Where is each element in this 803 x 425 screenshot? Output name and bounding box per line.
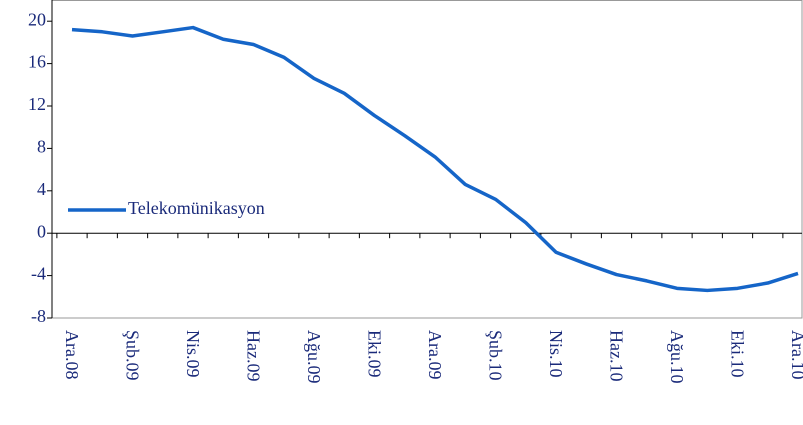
y-tick-label: -4 <box>31 264 46 284</box>
x-tick-label: Ara.10 <box>788 330 803 379</box>
x-tick-label: Ağu.09 <box>304 330 324 384</box>
x-tick-label: Ara.08 <box>62 330 82 379</box>
x-tick-label: Nis.10 <box>546 330 566 378</box>
legend-label: Telekomünikasyon <box>128 198 265 218</box>
y-tick-label: 4 <box>37 179 46 199</box>
x-tick-label: Nis.09 <box>183 330 203 378</box>
x-tick-label: Eki.09 <box>364 330 384 378</box>
x-tick-label: Şub.09 <box>122 330 142 381</box>
x-tick-label: Eki.10 <box>727 330 747 378</box>
x-tick-label: Haz.09 <box>243 330 263 381</box>
x-tick-label: Ara.09 <box>425 330 445 379</box>
x-tick-label: Şub.10 <box>485 330 505 381</box>
x-tick-label: Ağu.10 <box>667 330 687 384</box>
y-tick-label: -8 <box>31 306 46 326</box>
plot-frame <box>51 0 803 319</box>
y-tick-label: 16 <box>28 52 46 72</box>
x-tick-label: Haz.10 <box>606 330 626 381</box>
y-tick-label: 20 <box>28 9 46 29</box>
y-tick-label: 8 <box>37 137 46 157</box>
y-tick-label: 12 <box>28 94 46 114</box>
y-tick-label: 0 <box>37 221 46 241</box>
series-line <box>71 25 799 293</box>
